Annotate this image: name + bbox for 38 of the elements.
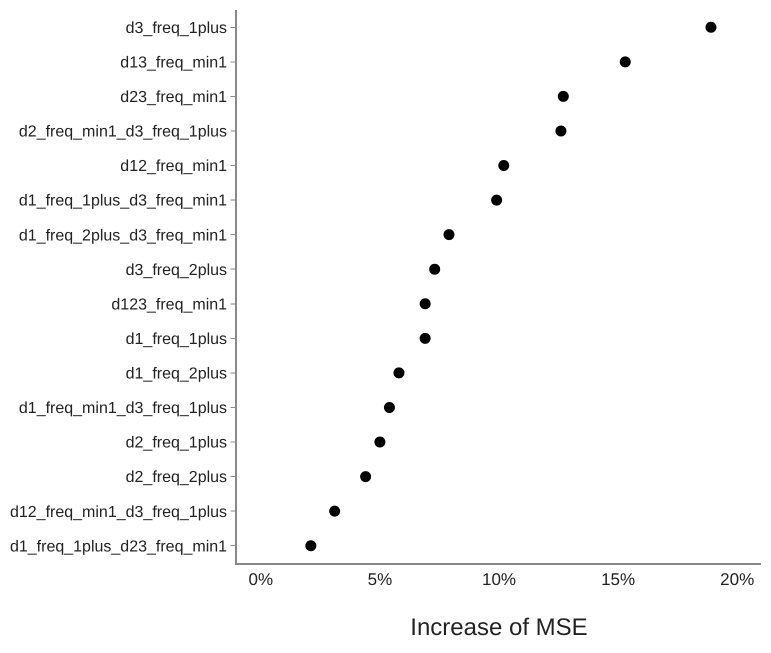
point [555,125,566,136]
y-tick-label: d1_freq_1plus_d23_freq_min1 [10,538,228,556]
point [443,229,454,240]
y-tick-label: d123_freq_min1 [111,296,228,314]
x-axis-title: Increase of MSE [410,614,588,641]
point [491,194,502,206]
y-tick-label: d3_freq_1plus [126,20,228,37]
point [498,160,510,172]
point [384,402,395,413]
point [329,506,340,517]
point [393,367,404,378]
y-tick-label: d12_freq_min1 [120,158,228,176]
x-tick-label: 5% [368,570,392,590]
y-tick-label: d1_freq_2plus [126,366,228,383]
y-tick-label: d1_freq_1plus [126,330,228,348]
point [374,436,386,448]
y-tick-label: d12_freq_min1_d3_freq_1plus [10,504,228,521]
y-tick-label: d1_freq_1plus_d3_freq_min1 [18,192,228,210]
y-tick-label: d1_freq_min1_d3_freq_1plus [18,400,228,418]
y-tick-label: d1_freq_2plus_d3_freq_min1 [18,227,228,244]
point [420,332,431,344]
x-tick-label: 0% [248,570,274,590]
x-tick-label: 20% [720,570,754,590]
point [305,540,316,552]
y-tick-label: d2_freq_2plus [126,469,228,486]
point [620,56,631,68]
y-tick-label: d2_freq_1plus [126,434,228,452]
y-tick-label: d13_freq_min1 [120,54,228,72]
point [360,471,372,482]
y-tick-label: d2_freq_min1_d3_freq_1plus [18,124,228,141]
y-tick-label: d3_freq_2plus [126,262,228,279]
point [705,22,716,33]
point [429,264,440,275]
point [558,90,569,102]
x-tick-label: 15% [601,570,636,590]
x-tick-label: 10% [482,570,516,590]
y-tick-label: d23_freq_min1 [120,89,228,106]
point [420,298,431,310]
